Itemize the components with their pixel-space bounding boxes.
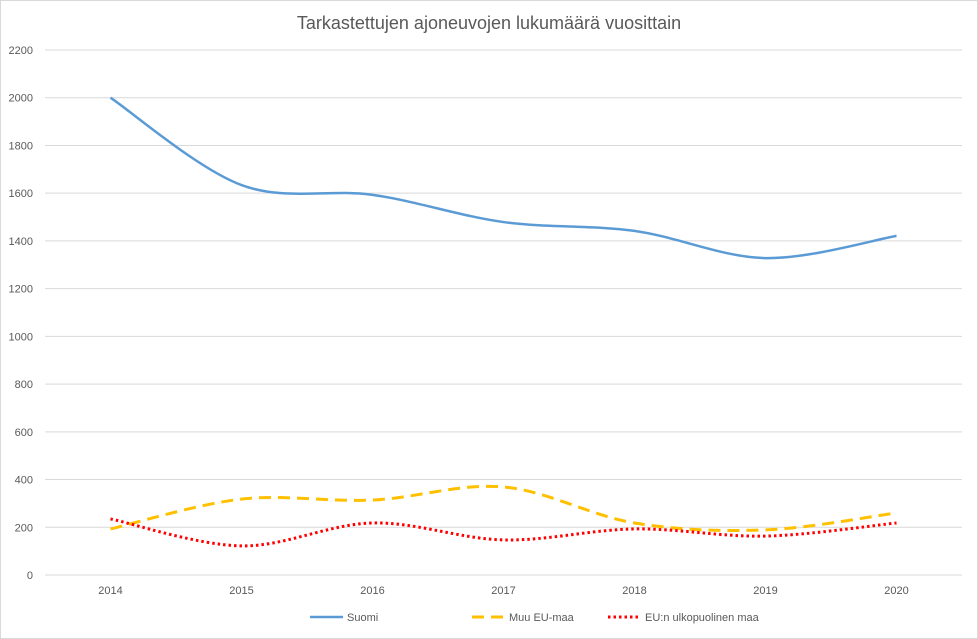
y-tick-label: 1000 [9,331,33,343]
y-tick-label: 400 [15,475,33,487]
x-tick-label: 2018 [622,585,646,597]
y-tick-label: 1600 [9,188,33,200]
chart-title: Tarkastettujen ajoneuvojen lukumäärä vuo… [297,13,681,33]
legend-label: EU:n ulkopuolinen maa [645,612,760,624]
x-tick-label: 2014 [98,585,122,597]
y-tick-label: 200 [15,522,33,534]
x-tick-label: 2017 [491,585,515,597]
series-line-2 [110,517,897,548]
y-tick-label: 1200 [9,284,33,296]
legend-label: Suomi [347,612,378,624]
y-tick-label: 800 [15,379,33,391]
x-tick-label: 2019 [753,585,777,597]
y-tick-label: 1400 [9,236,33,248]
y-tick-label: 2000 [9,93,33,105]
series-line-0 [109,96,897,260]
x-tick-label: 2016 [360,585,384,597]
y-tick-label: 600 [15,427,33,439]
y-tick-label: 0 [27,570,33,582]
y-tick-label: 1800 [9,140,33,152]
y-tick-label: 2200 [9,45,33,57]
x-tick-label: 2015 [229,585,253,597]
x-tick-label: 2020 [884,585,908,597]
legend-label: Muu EU-maa [509,612,575,624]
series-line-1 [110,484,897,533]
